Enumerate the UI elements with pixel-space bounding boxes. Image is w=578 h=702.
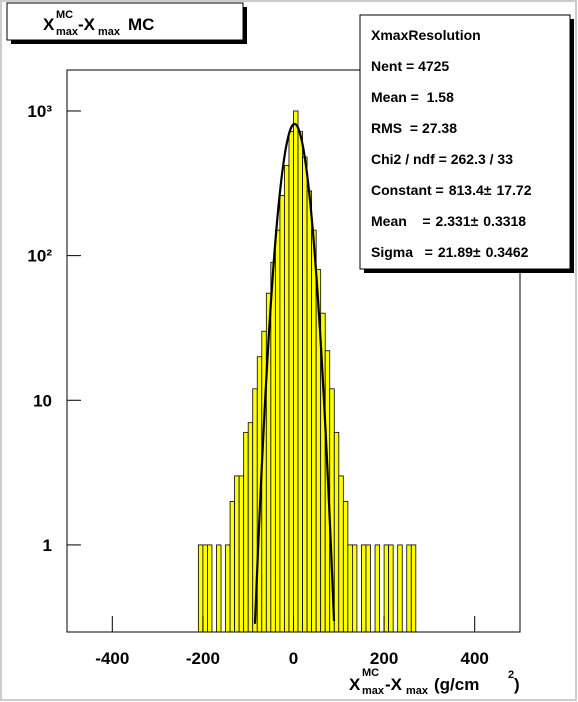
stats-fit-part: 0.3462 (486, 244, 529, 260)
y-tick-label: 1 (43, 536, 52, 555)
x-tick-label: 0 (289, 649, 298, 668)
stats-fit-part: ± (473, 244, 481, 260)
bar (270, 261, 276, 633)
bar (297, 131, 303, 633)
title-part: MC (128, 15, 154, 34)
x-label-part: ) (514, 675, 520, 694)
stats-fit-row: Sigma = 21.89± 0.3462 (371, 244, 529, 260)
stats-fit-part: Mean = (371, 213, 431, 229)
title-part: -X (78, 15, 96, 34)
stats-fit-row: Mean = 2.331± 0.3318 (371, 213, 526, 229)
bar (406, 544, 412, 633)
title-box (6, 2, 244, 41)
stats-fit-part: Constant = (371, 182, 444, 198)
bar (207, 544, 213, 633)
x-label-part: (g/cm (434, 675, 479, 694)
stats: XmaxResolution Nent = 4725 Mean = 1.58 RMS … (371, 27, 532, 260)
stats-fit-row: Constant = 813.4± 17.72 (371, 182, 532, 198)
stats-fit-part: Sigma = (371, 244, 433, 260)
bar (302, 156, 308, 633)
bar (365, 544, 371, 633)
x-label-part: -X (385, 675, 403, 694)
stats-fit-part: 17.72 (496, 182, 531, 198)
stats-row: Mean = 1.58 (371, 89, 454, 105)
x-label-part: 2 (508, 669, 514, 681)
x-tick-label: 400 (461, 649, 489, 668)
x-label-part: X (349, 675, 361, 694)
bar (225, 544, 231, 633)
plot-area (197, 110, 417, 633)
stats-fit-part: 21.89 (438, 244, 473, 260)
x-tick-label: -200 (186, 649, 220, 668)
stats-fit-part: ± (484, 182, 492, 198)
fit-curve (253, 122, 336, 624)
bar (361, 544, 367, 633)
title-part: max (98, 26, 121, 38)
bar (338, 475, 344, 633)
stats-fit-part: 0.3318 (483, 213, 526, 229)
bar (293, 110, 299, 633)
stats-fit-part: 813.4 (449, 182, 484, 198)
y-tick-label: 10² (27, 247, 52, 266)
x-tick-label: 200 (370, 649, 398, 668)
bar (388, 544, 394, 633)
x-label-part: max (406, 685, 429, 697)
bar (306, 190, 313, 633)
title-part: MC (56, 9, 73, 21)
bar (247, 422, 254, 633)
bar (274, 229, 281, 633)
title-part: X (43, 15, 55, 34)
x-tick-label: -400 (95, 649, 129, 668)
bar (374, 544, 380, 633)
stats-title: XmaxResolution (371, 27, 481, 43)
bar (342, 500, 349, 633)
y-tick-label: 10³ (27, 102, 52, 121)
bar (347, 544, 353, 633)
bar (238, 475, 245, 633)
x-label-part: MC (362, 667, 379, 679)
bar (333, 431, 340, 633)
stats-fit-part: ± (471, 213, 479, 229)
bar (216, 544, 222, 633)
y-tick-label: 10 (33, 391, 52, 410)
bar (243, 431, 249, 633)
stats-fit-part: 2.331 (436, 213, 471, 229)
stats-row: RMS = 27.38 (371, 120, 457, 136)
stats-box (359, 14, 571, 270)
x-label-part: max (362, 685, 385, 697)
bar (229, 500, 236, 633)
bar (397, 544, 403, 633)
bar (197, 544, 204, 633)
bar (410, 544, 417, 633)
stats-row: Nent = 4725 (371, 58, 449, 74)
stats-row: Chi2 / ndf = 262.3 / 33 (371, 151, 513, 167)
bar (383, 544, 390, 633)
bar (351, 544, 358, 633)
bar (288, 131, 294, 633)
bar (284, 165, 290, 633)
bar (202, 544, 208, 633)
title-part: max (56, 26, 79, 38)
bar (311, 229, 317, 633)
bar (279, 195, 285, 633)
bar (234, 475, 240, 633)
